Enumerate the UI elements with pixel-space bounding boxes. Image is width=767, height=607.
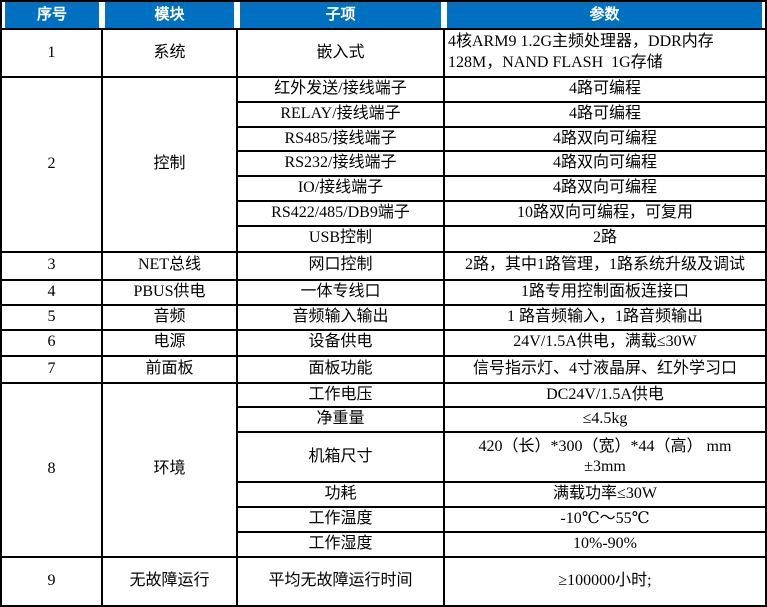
table-row: IO/接线端子 4路双向可编程	[1, 175, 767, 202]
cell-param: 4路双向可编程	[443, 150, 767, 178]
cell-param: 1路专用控制面板连接口	[443, 278, 767, 306]
table-row: 8 环境 工作电压 DC24V/1.5A供电	[0, 381, 767, 559]
table-row: 工作温度 -10℃～55℃	[1, 506, 767, 534]
cell-no: 2	[0, 76, 103, 253]
cell-param: DC24V/1.5A供电	[443, 381, 767, 409]
table-row: 7 前面板 面板功能 信号指示灯、4寸液晶屏、红外学习口	[0, 354, 767, 384]
table-row: 6 电源 设备供电 24V/1.5A供电，满载≤30W	[0, 328, 767, 357]
table-row: RS485/接线端子 4路双向可编程	[1, 125, 767, 153]
table-header: 序号 模块 子项 参数	[1, 1, 766, 29]
cell-param: 10%-90%	[443, 531, 767, 559]
cell-param: 420（长）*300（宽）*44（高） mm ±3mm	[443, 431, 767, 484]
column-header-label: 序号	[5, 2, 99, 28]
cell-no: 7	[0, 354, 103, 384]
col-header-subitem: 子项	[237, 1, 444, 29]
cell-subitem: 嵌入式	[236, 28, 445, 78]
cell-no: 6	[0, 328, 103, 357]
cell-no: 9	[0, 556, 103, 607]
col-header-no: 序号	[1, 1, 102, 29]
table-row: USB控制 2路	[1, 224, 767, 253]
cell-module: 控制	[101, 76, 238, 253]
cell-subitem: RS485/接线端子	[236, 125, 445, 153]
cell-param: ≤4.5kg	[443, 406, 767, 434]
table-row: 2 控制 红外发送/接线端子 4路可编程	[0, 76, 767, 253]
cell-subitem: 一体专线口	[236, 278, 445, 306]
cell-module: 无故障运行	[101, 556, 238, 607]
cell-subitem: 净重量	[236, 406, 445, 434]
cell-param: ≥100000小时;	[443, 556, 767, 607]
table-row: 9 无故障运行 平均无故障运行时间 ≥100000小时;	[0, 556, 767, 607]
table-row: 功耗 满载功率≤30W	[1, 481, 767, 509]
cell-subitem: 功耗	[236, 481, 445, 509]
table-row: 4 PBUS供电 一体专线口 1路专用控制面板连接口	[0, 278, 767, 306]
col-header-param: 参数	[444, 1, 766, 29]
column-header-label: 参数	[447, 2, 762, 28]
table-row: RS422/485/DB9端子 10路双向可编程，可复用	[1, 199, 767, 227]
cell-module: 系统	[101, 28, 238, 78]
cell-param: 2路，其中1路管理，1路系统升级及调试	[443, 250, 767, 281]
cell-param: 1 路音频输入，1路音频输出	[443, 303, 767, 331]
cell-param: 2路	[443, 224, 767, 253]
cell-subitem: 设备供电	[236, 328, 445, 357]
cell-module: 环境	[101, 381, 238, 559]
table-row: RS232/接线端子 4路双向可编程	[1, 150, 767, 178]
cell-no: 5	[0, 303, 103, 331]
cell-subitem: 面板功能	[236, 354, 445, 384]
cell-no: 3	[0, 250, 103, 281]
cell-subitem: 工作电压	[236, 381, 445, 409]
cell-subitem: 工作温度	[236, 506, 445, 534]
cell-param: 4路可编程	[443, 100, 767, 128]
cell-param: 4核ARM9 1.2G主频处理器，DDR内存 128M，NAND FLASH 1…	[443, 28, 767, 78]
cell-no: 8	[0, 381, 103, 559]
cell-no: 1	[0, 28, 103, 78]
table-row: 净重量 ≤4.5kg	[1, 406, 767, 434]
column-header-label: 模块	[105, 2, 234, 28]
cell-subitem: 平均无故障运行时间	[236, 556, 445, 607]
cell-param: 满载功率≤30W	[443, 481, 767, 509]
header-row: 序号 模块 子项 参数	[1, 1, 766, 29]
cell-no: 4	[0, 278, 103, 306]
cell-param: 4路可编程	[443, 76, 767, 103]
table-row: 3 NET总线 网口控制 2路，其中1路管理，1路系统升级及调试	[0, 250, 767, 281]
cell-subitem: USB控制	[236, 224, 445, 253]
cell-module: NET总线	[101, 250, 238, 281]
cell-param: 4路双向可编程	[443, 175, 767, 202]
cell-subitem: IO/接线端子	[236, 175, 445, 202]
cell-subitem: 网口控制	[236, 250, 445, 281]
cell-subitem: RS422/485/DB9端子	[236, 199, 445, 227]
cell-subitem: 红外发送/接线端子	[236, 76, 445, 103]
cell-module: 前面板	[101, 354, 238, 384]
cell-module: 音频	[101, 303, 238, 331]
table-row: RELAY/接线端子 4路可编程	[1, 100, 767, 128]
table-body: 1 系统 嵌入式 4核ARM9 1.2G主频处理器，DDR内存 128M，NAND F…	[0, 28, 767, 607]
table-row: 机箱尺寸 420（长）*300（宽）*44（高） mm ±3mm	[1, 431, 767, 484]
cell-subitem: RS232/接线端子	[236, 150, 445, 178]
cell-param: 24V/1.5A供电，满载≤30W	[443, 328, 767, 357]
table-row: 5 音频 音频输入输出 1 路音频输入，1路音频输出	[0, 303, 767, 331]
cell-param: 信号指示灯、4寸液晶屏、红外学习口	[443, 354, 767, 384]
cell-subitem: 机箱尺寸	[236, 431, 445, 484]
cell-param: 4路双向可编程	[443, 125, 767, 153]
cell-subitem: RELAY/接线端子	[236, 100, 445, 128]
cell-module: PBUS供电	[101, 278, 238, 306]
cell-module: 电源	[101, 328, 238, 357]
col-header-module: 模块	[102, 1, 237, 29]
cell-param: 10路双向可编程，可复用	[443, 199, 767, 227]
column-header-label: 子项	[240, 2, 441, 28]
table-row: 1 系统 嵌入式 4核ARM9 1.2G主频处理器，DDR内存 128M，NAND F…	[0, 28, 767, 78]
table-row: 工作湿度 10%-90%	[1, 531, 767, 559]
cell-subitem: 工作湿度	[236, 531, 445, 559]
cell-subitem: 音频输入输出	[236, 303, 445, 331]
cell-param: -10℃～55℃	[443, 506, 767, 534]
